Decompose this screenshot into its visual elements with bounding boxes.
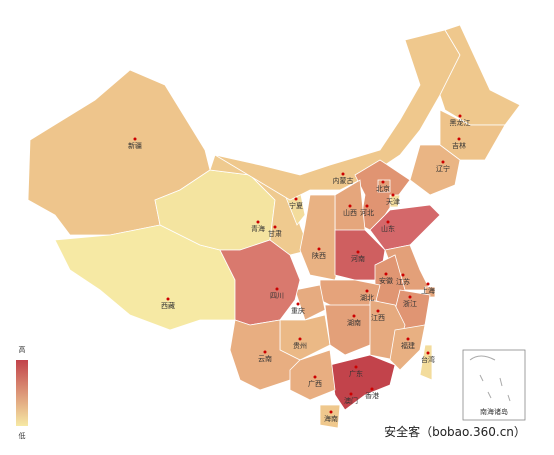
- inset: 南海诸岛: [462, 349, 526, 421]
- province-label: 重庆: [291, 306, 305, 315]
- province-label: 湖北: [360, 293, 374, 302]
- province-label: 安徽: [379, 276, 393, 285]
- province-dot: [376, 309, 380, 313]
- province-dot: [166, 297, 170, 301]
- province-dot: [348, 204, 352, 208]
- province-dot: [365, 289, 369, 293]
- province: [329, 354, 396, 411]
- province-dot: [401, 273, 405, 277]
- province-label: 甘肃: [268, 229, 282, 238]
- province-dot: [441, 160, 445, 164]
- province-label: 广西: [308, 379, 322, 388]
- province-label: 四川: [270, 292, 284, 300]
- province-dot: [370, 387, 374, 391]
- province: [324, 304, 376, 356]
- province-label: 辽宁: [436, 164, 450, 173]
- province-dot: [294, 197, 298, 201]
- province-label: 新疆: [128, 141, 142, 150]
- province: [319, 404, 341, 429]
- province-label: 海南: [324, 414, 338, 423]
- province-label: 内蒙古: [333, 176, 354, 185]
- province-dot: [298, 337, 302, 341]
- province: [294, 284, 326, 321]
- legend-high: 高: [19, 345, 26, 354]
- province-dot: [365, 204, 369, 208]
- province-dot: [386, 220, 390, 224]
- province: [389, 194, 401, 208]
- province-dot: [349, 392, 353, 396]
- province-label: 澳门: [344, 396, 358, 405]
- province-label: 贵州: [293, 341, 307, 350]
- legend-low: 低: [19, 431, 26, 440]
- province-label: 陕西: [312, 251, 326, 260]
- province-dot: [317, 247, 321, 251]
- province-dot: [256, 220, 260, 224]
- province-label: 青海: [251, 224, 265, 233]
- province-dot: [273, 225, 277, 229]
- province-label: 北京: [376, 184, 390, 193]
- province-dot: [329, 410, 333, 414]
- province-label: 山东: [381, 224, 395, 233]
- province-label: 台湾: [421, 355, 435, 364]
- province-dot: [275, 287, 279, 291]
- province-label: 西藏: [161, 301, 175, 310]
- province-dot: [133, 137, 137, 141]
- province-label: 广东: [349, 369, 363, 378]
- province: [289, 349, 336, 401]
- province-label: 山西: [343, 208, 357, 217]
- province-label: 香港: [365, 391, 379, 400]
- province: [377, 179, 391, 193]
- province-dot: [457, 137, 461, 141]
- province-label: 福建: [401, 341, 415, 350]
- province-label: 吉林: [452, 141, 466, 150]
- province-dot: [263, 350, 267, 354]
- province-label: 河南: [351, 254, 365, 263]
- province-dot: [381, 180, 385, 184]
- province-label: 宁夏: [289, 201, 303, 210]
- province-label: 浙江: [403, 299, 417, 308]
- province-label: 河北: [360, 209, 374, 217]
- province-dot: [356, 250, 360, 254]
- province: [439, 24, 521, 126]
- legend-gradient: [16, 360, 28, 426]
- province-label: 江西: [371, 314, 385, 322]
- province-label: 上海: [421, 286, 435, 295]
- province: [389, 324, 426, 371]
- province: [219, 239, 301, 326]
- province-dot: [391, 193, 395, 197]
- province-dot: [408, 295, 412, 299]
- province-dot: [458, 114, 462, 118]
- province-dot: [384, 272, 388, 276]
- province-dot: [406, 337, 410, 341]
- province-dot: [341, 172, 345, 176]
- province-dot: [296, 302, 300, 306]
- province-label: 江苏: [396, 277, 410, 286]
- province-label: 黑龙江: [450, 118, 471, 127]
- province-dot: [313, 375, 317, 379]
- province-dot: [426, 351, 430, 355]
- province-dot: [354, 365, 358, 369]
- province-label: 云南: [258, 354, 272, 363]
- province-dot: [352, 314, 356, 318]
- province-label: 天津: [386, 198, 400, 206]
- province-label: 湖南: [347, 318, 361, 327]
- province-dot: [426, 282, 430, 286]
- inset-label: 南海诸岛: [480, 407, 508, 416]
- watermark: 安全客（bobao.360.cn）: [384, 424, 526, 439]
